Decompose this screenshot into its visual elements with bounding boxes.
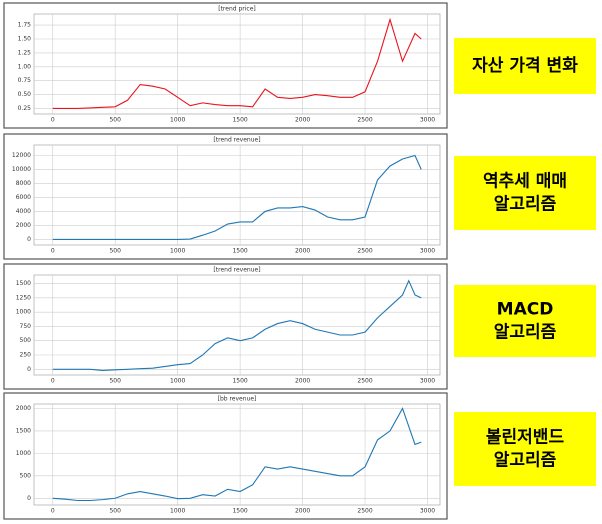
label-text: MACD (497, 300, 554, 320)
label-text: 역추세 매매 (483, 172, 567, 192)
x-tick-label: 3000 (420, 378, 435, 385)
x-tick-label: 3000 (420, 508, 435, 515)
label-box (454, 38, 596, 94)
x-tick-label: 2500 (357, 248, 372, 255)
chart-title: [bb revenue] (218, 396, 257, 403)
label-box (454, 412, 596, 486)
y-tick-label: 500 (20, 472, 32, 479)
y-tick-label: 6000 (16, 194, 31, 201)
x-tick-label: 1000 (170, 378, 185, 385)
x-tick-label: 1000 (170, 248, 185, 255)
y-tick-label: 250 (20, 352, 32, 359)
y-tick-label: 1000 (16, 309, 31, 316)
price-line (52, 279, 422, 371)
y-tick-label: 12000 (12, 152, 31, 159)
x-tick-label: 2000 (295, 248, 310, 255)
y-tick-label: 0.75 (18, 77, 32, 84)
x-tick-label: 500 (109, 378, 121, 385)
x-tick-label: 1500 (232, 248, 247, 255)
y-tick-label: 0.50 (18, 91, 32, 98)
plot-area (33, 13, 441, 115)
x-tick-label: 2500 (357, 378, 372, 385)
label-text: 자산 가격 변화 (472, 56, 578, 76)
y-tick-label: 1.00 (18, 63, 32, 70)
y-tick-label: 1250 (16, 294, 31, 301)
x-tick-label: 2500 (357, 117, 372, 124)
x-tick-label: 3000 (420, 248, 435, 255)
label-box (454, 156, 596, 230)
x-tick-label: 500 (109, 117, 121, 124)
chart-title: [trend revenue] (213, 267, 260, 274)
y-tick-label: 0.25 (18, 105, 32, 112)
chart-title: [trend price] (218, 6, 256, 13)
label-text: 볼린저밴드 (486, 428, 565, 448)
y-tick-label: 1000 (16, 450, 31, 457)
x-tick-label: 0 (51, 117, 55, 124)
chart-title: [trend revenue] (213, 137, 260, 144)
x-tick-label: 500 (109, 248, 121, 255)
y-tick-label: 1.25 (18, 49, 32, 56)
x-tick-label: 2000 (295, 378, 310, 385)
price-line (52, 407, 422, 502)
y-tick-label: 0 (27, 366, 31, 373)
x-tick-label: 2000 (295, 508, 310, 515)
x-tick-label: 500 (109, 508, 121, 515)
x-tick-label: 0 (51, 508, 55, 515)
y-tick-label: 1.75 (18, 22, 32, 29)
x-tick-label: 0 (51, 378, 55, 385)
price-line (52, 17, 422, 109)
x-tick-label: 2000 (295, 117, 310, 124)
plot-area (33, 403, 441, 506)
label-text: 알고리즘 (494, 195, 557, 215)
label-text: 알고리즘 (494, 451, 557, 471)
x-tick-label: 1500 (232, 117, 247, 124)
y-tick-label: 1.50 (18, 36, 32, 43)
y-tick-label: 1500 (16, 427, 31, 434)
x-tick-label: 1000 (170, 117, 185, 124)
y-tick-label: 2000 (16, 405, 31, 412)
x-tick-label: 2500 (357, 508, 372, 515)
price-line (52, 154, 422, 240)
plot-area (33, 144, 441, 246)
x-tick-label: 0 (51, 248, 55, 255)
x-tick-label: 1500 (232, 508, 247, 515)
y-tick-label: 500 (20, 337, 32, 344)
x-tick-label: 3000 (420, 117, 435, 124)
y-tick-label: 8000 (16, 180, 31, 187)
y-tick-label: 10000 (12, 166, 31, 173)
y-tick-label: 0 (27, 236, 31, 243)
y-tick-label: 1500 (16, 280, 31, 287)
y-tick-label: 750 (20, 323, 32, 330)
plot-area (33, 274, 441, 376)
label-text: 알고리즘 (494, 323, 557, 343)
label-box (454, 285, 596, 357)
y-tick-label: 2000 (16, 222, 31, 229)
x-tick-label: 1500 (232, 378, 247, 385)
y-tick-label: 0 (27, 495, 31, 502)
x-tick-label: 1000 (170, 508, 185, 515)
y-tick-label: 4000 (16, 208, 31, 215)
